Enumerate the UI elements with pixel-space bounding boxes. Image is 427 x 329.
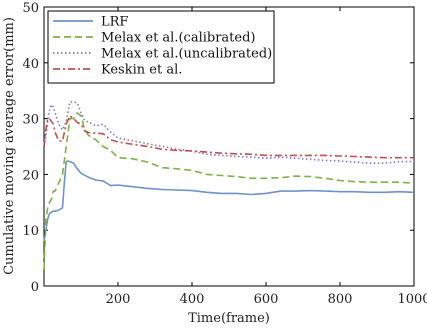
x-tick-label: 400	[180, 292, 205, 307]
x-tick-label: 600	[254, 292, 279, 307]
y-tick-label: 10	[22, 224, 39, 239]
y-axis-label: Cumulative moving average error(mm)	[2, 17, 17, 275]
x-axis-label: Time(frame)	[188, 311, 270, 326]
legend-label-2: Melax et al.(uncalibrated)	[101, 47, 272, 62]
y-tick-label: 20	[22, 168, 39, 183]
y-tick-label: 0	[31, 280, 39, 295]
y-tick-label: 40	[22, 57, 39, 72]
y-tick-label: 50	[22, 1, 39, 16]
x-tick-label: 200	[106, 292, 131, 307]
x-tick-label: 1000	[397, 292, 427, 307]
legend-label-1: Melax et al.(calibrated)	[101, 31, 255, 46]
legend-label-0: LRF	[101, 15, 128, 30]
y-tick-label: 30	[22, 113, 39, 128]
x-tick-label: 800	[328, 292, 353, 307]
legend-label-3: Keskin et al.	[101, 63, 182, 78]
